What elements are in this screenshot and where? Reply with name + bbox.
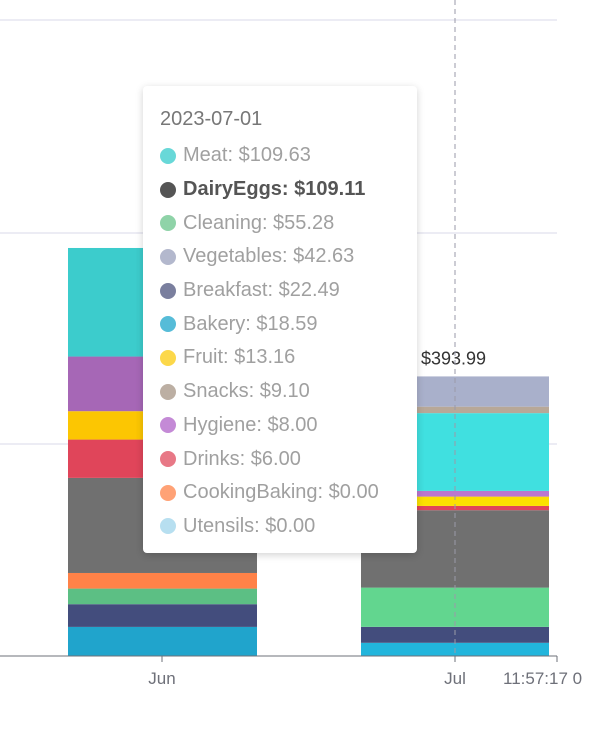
tooltip-item-label: Bakery: $18.59 [183,312,318,335]
tooltip-item-label: Fruit: $13.16 [183,346,296,369]
legend-dot-icon [160,451,176,468]
legend-dot-icon [160,484,176,501]
bar-segment-cookingbaking[interactable] [68,572,257,589]
bar-segment-breakfast[interactable] [68,604,257,627]
tooltip-item-label: Cleaning: $55.28 [183,211,335,234]
tooltip-item-label: Utensils: $0.00 [183,514,316,537]
x-tick-label: Jul [444,669,466,688]
legend-dot-icon [160,282,176,299]
tooltip-item: Utensils: $0.00 [160,510,417,544]
legend-dot-icon [160,383,176,400]
tooltip-item: CookingBaking: $0.00 [160,476,417,510]
tooltip-item-label: DairyEggs: $109.11 [183,178,366,201]
overlay-group: $393.99 Jun Jul 11:57:17 0 [0,0,582,688]
tooltip-item-label: Breakfast: $22.49 [183,279,340,302]
tooltip-item: Snacks: $9.10 [160,375,417,409]
tooltip-item: DairyEggs: $109.11 [160,173,417,207]
legend-dot-icon [160,316,176,333]
tooltip-rows: Meat: $109.63 DairyEggs: $109.11 Cleaning:… [160,139,417,543]
bar-segment-bakery[interactable] [68,626,257,656]
legend-dot-icon [160,518,176,535]
tooltip-item: Vegetables: $42.63 [160,240,417,274]
tooltip-item-label: Hygiene: $8.00 [183,413,318,436]
tooltip-item: Meat: $109.63 [160,139,417,173]
bar-total-label: $393.99 [421,348,486,368]
x-tick-label: 11:57:17 0 [503,669,582,688]
legend-dot-icon [160,147,176,164]
tooltip-item: Fruit: $13.16 [160,341,417,375]
bar-segment-hygiene[interactable] [361,490,549,497]
tooltip-date: 2023-07-01 [160,108,263,130]
tooltip-item: Breakfast: $22.49 [160,274,417,308]
legend-dot-icon [160,248,176,265]
legend-dot-icon [160,181,176,198]
tooltip-item-label: Vegetables: $42.63 [183,245,355,268]
tooltip-item: Bakery: $18.59 [160,307,417,341]
tooltip-item: Drinks: $6.00 [160,442,417,476]
bar-segment-fruit[interactable] [361,496,549,506]
tooltip-item: Hygiene: $8.00 [160,409,417,443]
tooltip-item-label: Meat: $109.63 [183,144,311,167]
legend-dot-icon [160,417,176,434]
tooltip: 2023-07-01 Meat: $109.63 DairyEggs: $109.… [143,86,417,553]
x-tick-label: Jun [148,669,175,688]
legend-dot-icon [160,349,176,366]
tooltip-item-label: Snacks: $9.10 [183,380,310,403]
tooltip-item-label: Drinks: $6.00 [183,447,301,470]
bar-segment-cleaning[interactable] [68,588,257,605]
tooltip-item: Cleaning: $55.28 [160,206,417,240]
legend-dot-icon [160,215,176,232]
tooltip-item-label: CookingBaking: $0.00 [183,481,379,504]
